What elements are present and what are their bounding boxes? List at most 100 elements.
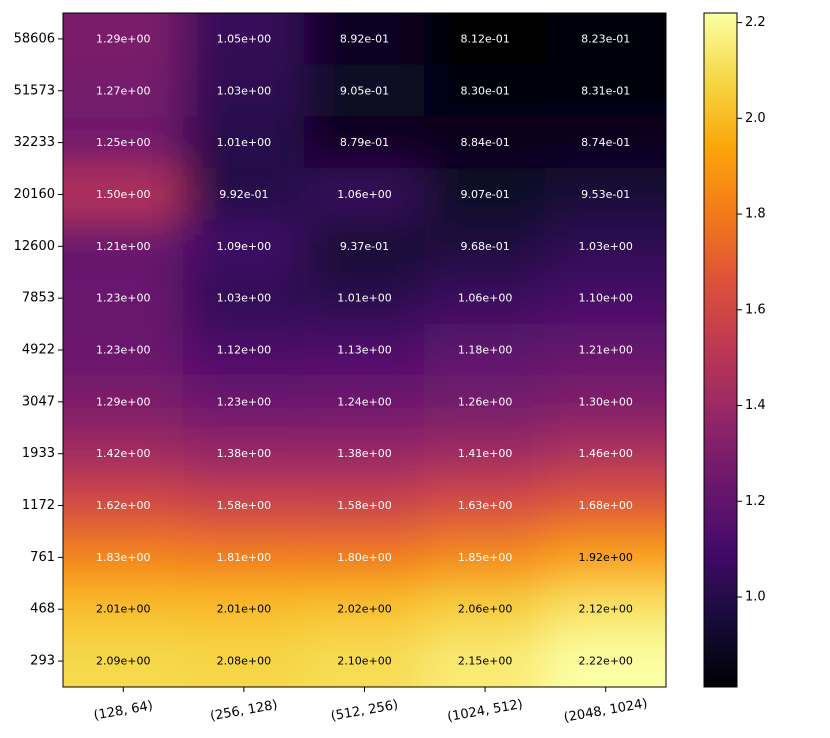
- cell-value-label: 1.29e+00: [96, 32, 150, 45]
- cell-value-label: 1.13e+00: [337, 344, 391, 357]
- heatmap-cell: [63, 479, 185, 532]
- heatmap-cell: [303, 634, 426, 687]
- y-tick-label: 3047: [22, 394, 55, 409]
- cell-value-label: 2.01e+00: [96, 603, 150, 616]
- colorbar-tick-label: 1.4: [745, 398, 766, 413]
- cell-value-label: 1.25e+00: [96, 136, 150, 149]
- cell-value-label: 2.02e+00: [337, 603, 391, 616]
- cell-value-label: 8.31e-01: [581, 84, 630, 97]
- cell-value-label: 1.81e+00: [217, 551, 271, 564]
- heatmap-cell: [544, 479, 666, 532]
- y-tick-label: 51573: [14, 83, 55, 98]
- heatmap-cell: [183, 479, 305, 532]
- x-tick-label: (1024, 512): [446, 697, 524, 725]
- cell-value-label: 2.08e+00: [217, 655, 271, 668]
- heatmap-cell: [544, 271, 666, 325]
- cell-value-label: 1.03e+00: [217, 84, 271, 97]
- heatmap-cell: [303, 116, 426, 170]
- cell-value-label: 1.58e+00: [337, 499, 391, 512]
- cell-value-label: 2.01e+00: [217, 603, 271, 616]
- y-tick-label: 32233: [14, 135, 55, 150]
- heatmap-cell: [544, 323, 666, 377]
- heatmap-cell: [183, 530, 305, 584]
- cell-value-label: 9.07e-01: [460, 188, 509, 201]
- heatmap-cell: [63, 13, 185, 66]
- cell-value-label: 1.21e+00: [96, 240, 150, 253]
- cell-value-label: 1.01e+00: [217, 136, 271, 149]
- colorbar-tick-label: 1.6: [745, 302, 766, 317]
- heatmap-cell: [424, 271, 546, 325]
- heatmap-cell: [183, 64, 305, 118]
- heatmap-cell: [63, 427, 185, 481]
- heatmap-cell: [303, 271, 426, 325]
- heatmap-cell: [63, 64, 185, 118]
- heatmap-cell: [424, 634, 546, 687]
- cell-value-label: 1.26e+00: [458, 395, 512, 408]
- heatmap-cell: [183, 13, 305, 66]
- cell-value-label: 1.03e+00: [578, 240, 632, 253]
- cell-value-label: 1.21e+00: [578, 344, 632, 357]
- cell-value-label: 1.42e+00: [96, 447, 150, 460]
- cell-value-label: 1.80e+00: [337, 551, 391, 564]
- cell-value-label: 1.12e+00: [217, 344, 271, 357]
- cell-value-label: 1.38e+00: [217, 447, 271, 460]
- heatmap-cell: [303, 219, 426, 273]
- cell-value-label: 1.06e+00: [458, 292, 512, 305]
- cell-value-label: 1.06e+00: [337, 188, 391, 201]
- cell-value-label: 1.92e+00: [578, 551, 632, 564]
- heatmap-cell: [424, 375, 546, 429]
- heatmap-cell: [424, 168, 546, 221]
- heatmap-cell: [303, 582, 426, 636]
- heatmap-cell: [424, 116, 546, 170]
- heatmap-cell: [544, 168, 666, 221]
- cell-value-label: 2.22e+00: [578, 655, 632, 668]
- cell-value-label: 8.74e-01: [581, 136, 630, 149]
- heatmap-cell: [183, 271, 305, 325]
- heatmap-cell: [303, 64, 426, 118]
- heatmap-cell: [424, 427, 546, 481]
- cell-value-label: 1.38e+00: [337, 447, 391, 460]
- heatmap-cell: [183, 427, 305, 481]
- heatmap-cell: [303, 375, 426, 429]
- heatmap-cell: [63, 116, 185, 170]
- cell-value-label: 2.15e+00: [458, 655, 512, 668]
- cell-value-label: 1.85e+00: [458, 551, 512, 564]
- heatmap-cell: [63, 530, 185, 584]
- y-tick-label: 468: [30, 602, 55, 617]
- heatmap-cell: [183, 323, 305, 377]
- heatmap-cell: [544, 530, 666, 584]
- heatmap-cell: [303, 323, 426, 377]
- heatmap-cell: [544, 634, 666, 687]
- colorbar-tick-label: 1.8: [745, 207, 766, 222]
- cell-value-label: 2.12e+00: [578, 603, 632, 616]
- cell-value-label: 1.23e+00: [217, 395, 271, 408]
- heatmap-cell: [544, 219, 666, 273]
- heatmap-cell: [303, 427, 426, 481]
- cell-value-label: 8.12e-01: [460, 32, 509, 45]
- cell-value-label: 1.23e+00: [96, 344, 150, 357]
- cell-value-label: 1.62e+00: [96, 499, 150, 512]
- cell-value-label: 8.30e-01: [460, 84, 509, 97]
- cell-value-label: 1.50e+00: [96, 188, 150, 201]
- cell-value-label: 1.18e+00: [458, 344, 512, 357]
- cell-value-label: 9.37e-01: [340, 240, 389, 253]
- cell-value-label: 1.68e+00: [578, 499, 632, 512]
- y-tick-label: 1933: [22, 446, 55, 461]
- y-tick-label: 4922: [22, 343, 55, 358]
- cell-value-label: 1.58e+00: [217, 499, 271, 512]
- heatmap-cell: [544, 582, 666, 636]
- cell-value-label: 1.09e+00: [217, 240, 271, 253]
- cell-value-label: 9.53e-01: [581, 188, 630, 201]
- heatmap-cell: [303, 530, 426, 584]
- y-tick-label: 761: [30, 550, 55, 565]
- heatmap-cell: [63, 375, 185, 429]
- heatmap-cell: [424, 64, 546, 118]
- heatmap-cell: [424, 219, 546, 273]
- cell-value-label: 9.92e-01: [219, 188, 268, 201]
- cell-value-label: 8.23e-01: [581, 32, 630, 45]
- heatmap-cell: [63, 582, 185, 636]
- cell-value-label: 8.92e-01: [340, 32, 389, 45]
- colorbar-tick-label: 1.0: [745, 590, 766, 605]
- heatmap-cell: [183, 168, 305, 221]
